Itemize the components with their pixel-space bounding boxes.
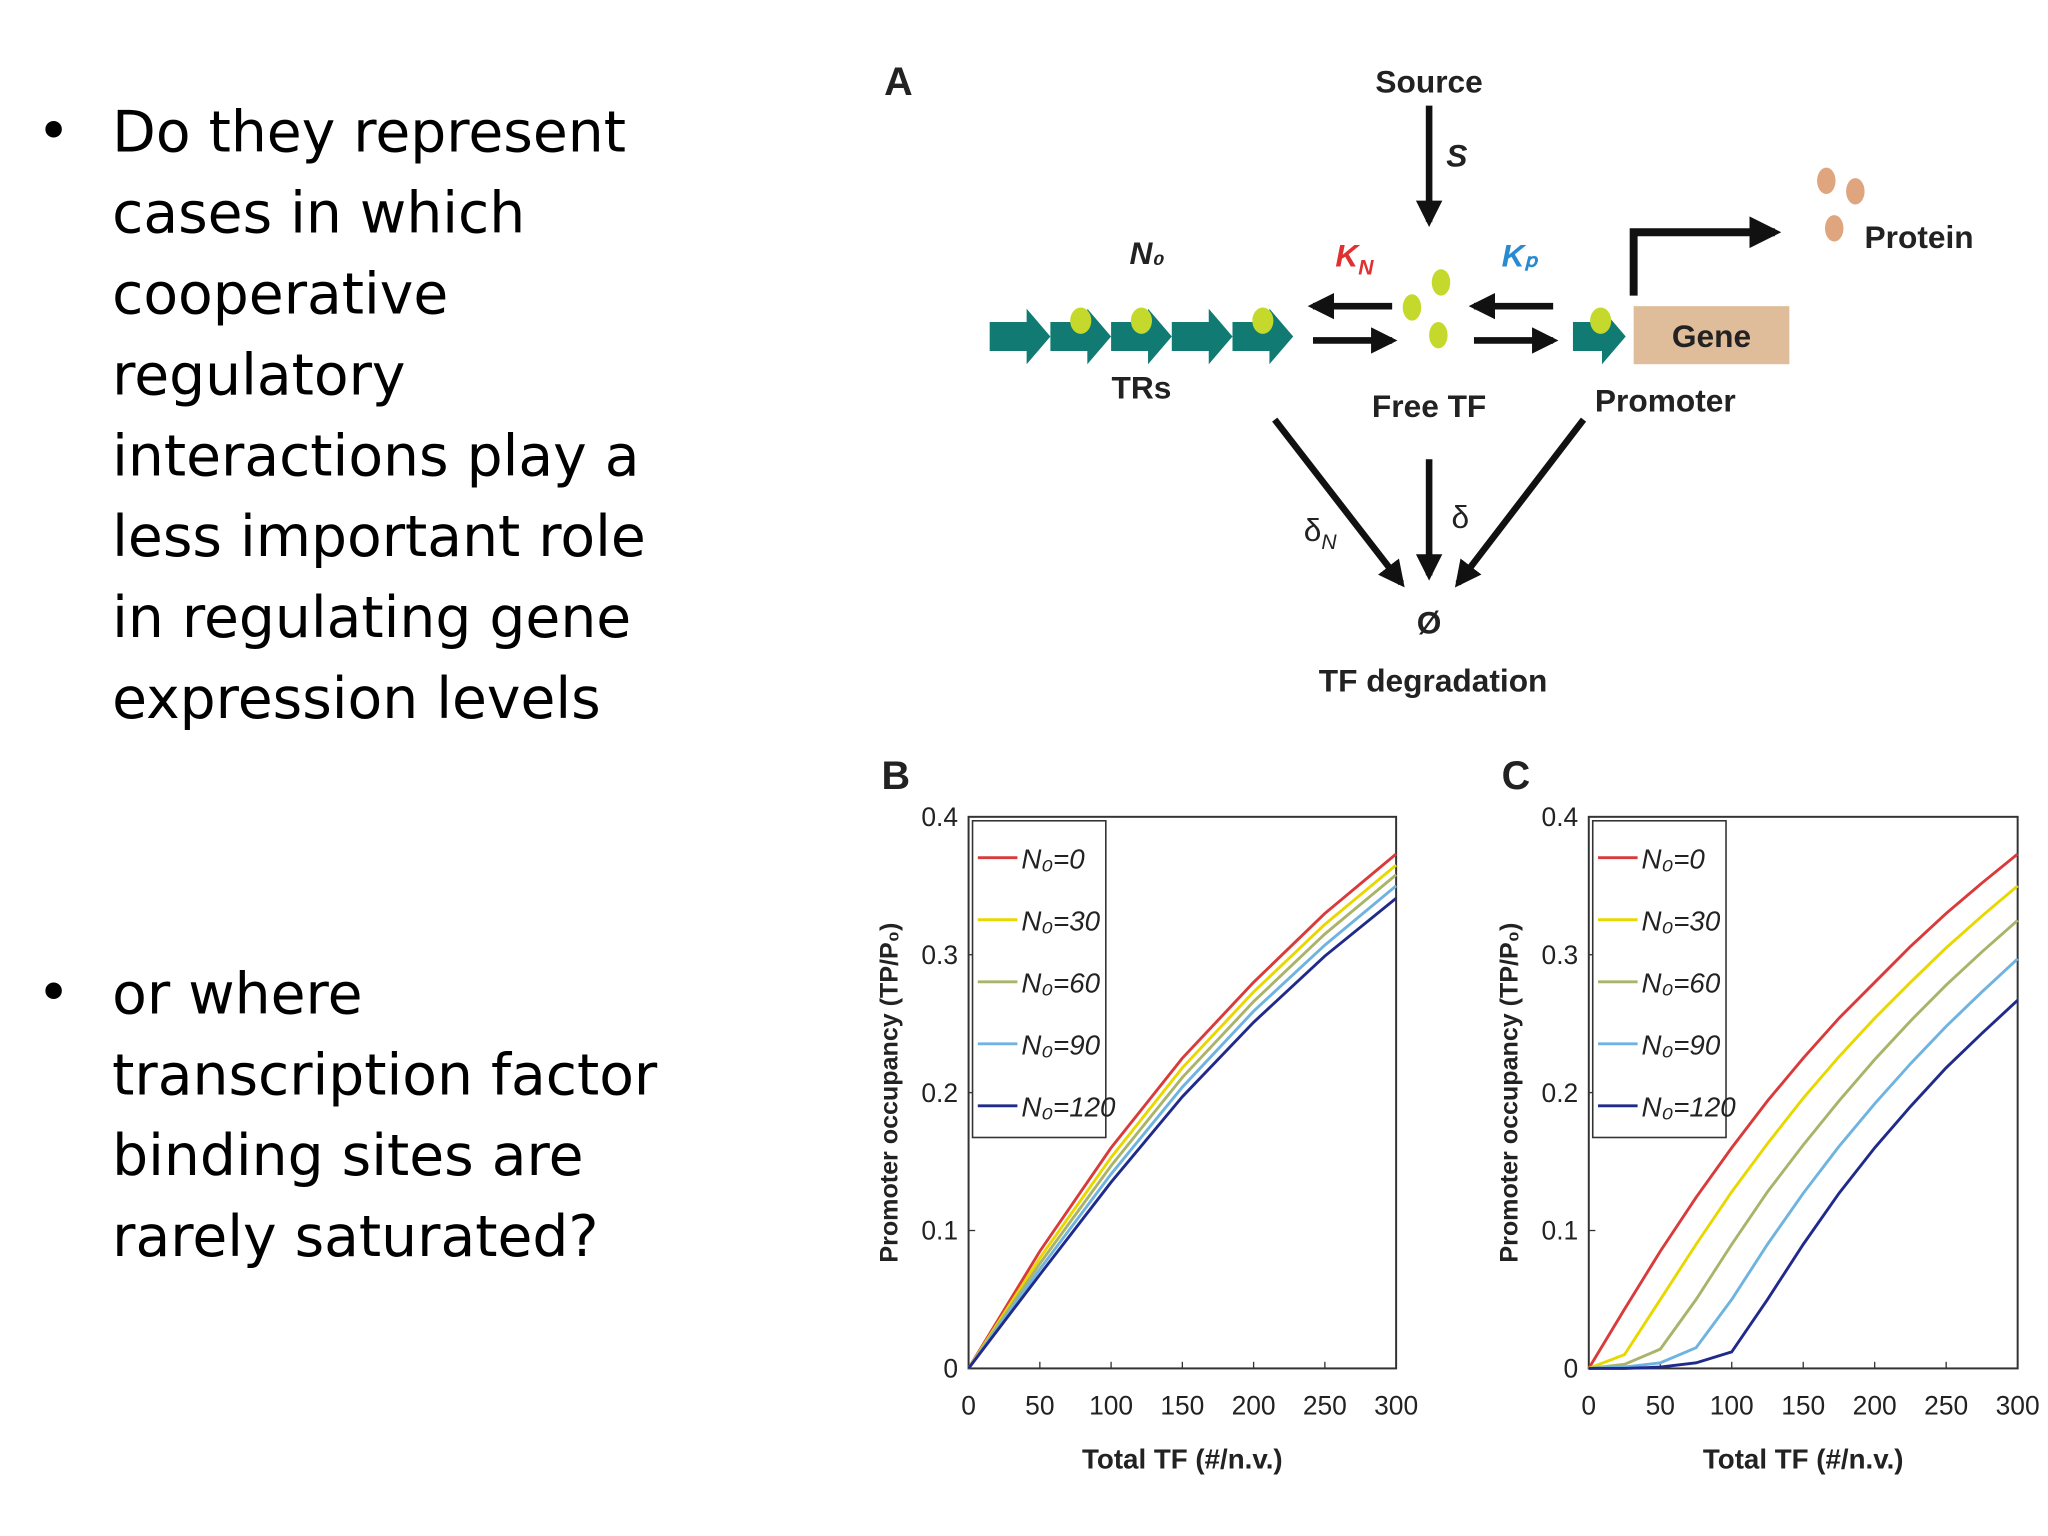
null-label: Ø	[1417, 604, 1442, 640]
source-label: Source	[1375, 63, 1482, 99]
gene-box	[1633, 306, 1790, 365]
s-label: S	[1446, 137, 1467, 173]
degradation-label: TF degradation	[1319, 662, 1548, 698]
legend-label: N₀=30	[1642, 905, 1721, 936]
bullet-line: less important role	[112, 504, 646, 570]
trs-label: TRs	[1112, 370, 1172, 406]
series-line	[1588, 919, 2019, 1370]
bullet-line: or where	[112, 961, 362, 1027]
x-tick-label: 250	[1303, 1391, 1347, 1421]
trs-array	[989, 307, 1294, 365]
bullet-line: rarely saturated?	[112, 1204, 598, 1270]
bullet-line: cooperative	[112, 262, 448, 328]
series-line	[1588, 999, 2019, 1370]
legend-label: N₀=120	[1642, 1091, 1737, 1122]
bullet-line: expression levels	[112, 666, 601, 732]
legend-label: N₀=0	[1642, 843, 1706, 874]
diagram: A Source S N₀ KN Kₚ TRs Free TF Gene	[884, 60, 1974, 698]
legend-label: N₀=60	[1642, 967, 1721, 998]
y-tick-label: 0.4	[921, 802, 958, 832]
y-tick-label: 0.2	[1542, 1078, 1579, 1108]
legend-label: N₀=90	[1642, 1029, 1721, 1060]
y-tick-label: 0.3	[1542, 940, 1579, 970]
chart: C 0 50 100 150 200 250 300 0 0.1 0.2 0.3 0.4 Total TF…	[1496, 754, 2040, 1475]
x-tick-label: 200	[1232, 1391, 1276, 1421]
bullet-line: regulatory	[112, 342, 405, 408]
x-tick-label: 150	[1781, 1391, 1825, 1421]
y-tick-label: 0	[1564, 1354, 1579, 1384]
bullet-line: cases in which	[112, 181, 525, 247]
series-line	[967, 884, 1398, 1370]
y-tick-label: 0.1	[1542, 1216, 1579, 1246]
bullet-line: transcription factor	[112, 1042, 658, 1108]
transcription-arrow	[1629, 216, 1782, 296]
legend-label: N₀=0	[1021, 843, 1085, 874]
x-tick-label: 250	[1924, 1391, 1968, 1421]
kp-label: Kₚ	[1502, 238, 1539, 274]
delta-n-main: δ	[1304, 512, 1322, 548]
kn-sub: N	[1358, 256, 1374, 279]
y-tick-label: 0.2	[921, 1078, 958, 1108]
bullet-dot: •	[37, 960, 70, 1026]
gene-label: Gene	[1672, 318, 1751, 354]
x-tick-label: 0	[1581, 1391, 1596, 1421]
degradation-arrow	[1454, 417, 1587, 588]
y-tick-label: 0	[943, 1354, 958, 1384]
series-line	[967, 897, 1398, 1370]
x-axis-label: Total TF (#/n.v.)	[1082, 1444, 1283, 1475]
legend-box	[971, 819, 1107, 1139]
x-axis-label: Total TF (#/n.v.)	[1703, 1444, 1904, 1475]
promoter-shape	[1572, 308, 1626, 365]
x-tick-label: 50	[1646, 1391, 1675, 1421]
y-tick-label: 0.3	[921, 940, 958, 970]
y-tick-label: 0.1	[921, 1216, 958, 1246]
legend-label: N₀=30	[1021, 905, 1100, 936]
x-tick-label: 200	[1853, 1391, 1897, 1421]
kn-label: KN	[1335, 238, 1374, 280]
series-line	[967, 873, 1398, 1370]
promoter-label: Promoter	[1595, 383, 1736, 419]
panel-letter: C	[1502, 754, 1531, 798]
free-tf-label: Free TF	[1372, 388, 1486, 424]
panel-letter: B	[881, 754, 910, 798]
series-line	[1587, 852, 2019, 1370]
degradation-arrow	[1272, 417, 1405, 588]
delta-label: δ	[1452, 499, 1470, 535]
series-line	[967, 852, 1398, 1370]
legend-label: N₀=120	[1021, 1091, 1116, 1122]
legend-label: N₀=90	[1021, 1029, 1100, 1060]
bullet-line: Do they represent	[112, 100, 626, 166]
delta-n-label: δN	[1304, 512, 1338, 554]
x-tick-label: 0	[961, 1391, 976, 1421]
y-axis-label: Promoter occupancy (TP/P₀)	[875, 923, 903, 1263]
bullet-dot: •	[37, 98, 70, 164]
x-tick-label: 100	[1710, 1391, 1754, 1421]
x-tick-label: 50	[1025, 1391, 1054, 1421]
x-tick-label: 300	[1374, 1391, 1418, 1421]
bullet-line: interactions play a	[112, 423, 639, 489]
series-line	[1588, 884, 2019, 1370]
bound-tf	[1590, 307, 1612, 334]
n0-label: N₀	[1130, 235, 1165, 271]
chart: B 0 50 100 150 200 250 300 0 0.1 0.2 0.3 0.4 Total TF…	[875, 754, 1418, 1475]
y-axis-label: Promoter occupancy (TP/P₀)	[1496, 923, 1524, 1263]
y-tick-label: 0.4	[1542, 802, 1579, 832]
x-tick-label: 100	[1089, 1391, 1133, 1421]
x-tick-label: 300	[1996, 1391, 2040, 1421]
series-line	[967, 864, 1398, 1370]
kn-main: K	[1335, 238, 1360, 274]
panel-letter: A	[884, 60, 913, 104]
series-line	[1588, 957, 2019, 1370]
x-tick-label: 150	[1160, 1391, 1204, 1421]
bullet-line: binding sites are	[112, 1123, 583, 1189]
free-tf-dots	[1402, 269, 1451, 349]
delta-n-sub: N	[1321, 531, 1337, 554]
legend-box	[1591, 819, 1727, 1139]
legend-label: N₀=60	[1021, 967, 1100, 998]
protein-dots	[1817, 167, 1865, 242]
protein-label: Protein	[1865, 219, 1974, 255]
bullet-line: in regulating gene	[112, 585, 631, 651]
